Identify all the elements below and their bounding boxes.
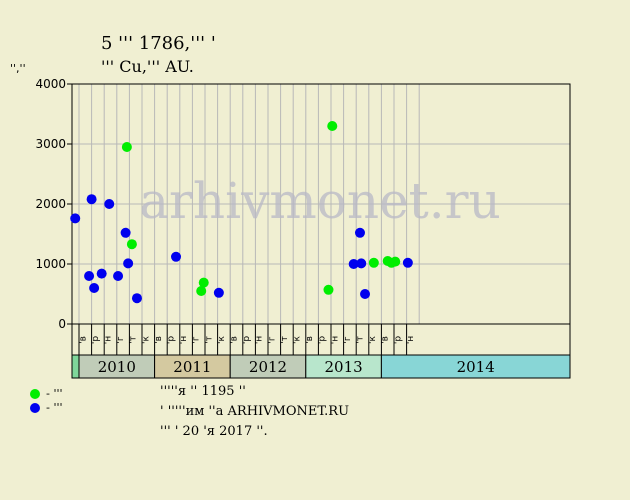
- y-tick-label: 3000: [35, 137, 66, 151]
- month-label: ꞌн: [104, 336, 114, 344]
- year-label: 2011: [173, 358, 211, 376]
- legend-blue: - ꞌꞌꞌ: [30, 401, 63, 414]
- month-label: ꞌт: [129, 336, 139, 344]
- year-band: [71, 354, 80, 379]
- month-label: ꞌт: [280, 336, 290, 344]
- blue-data-point: [171, 251, 182, 262]
- y-tick-label: 4000: [35, 77, 66, 91]
- note-line1: ꞌꞌꞌꞌꞌя ꞌꞌ 1195 ꞌꞌ: [160, 384, 246, 399]
- month-label: ꞌн: [179, 336, 189, 344]
- month-label: ꞌв: [381, 336, 391, 344]
- green-data-point: [327, 121, 338, 131]
- month-label: ꞌв: [230, 336, 240, 344]
- month-label: ꞌв: [78, 336, 88, 344]
- green-data-point: [198, 277, 209, 288]
- month-label: ꞌн: [406, 336, 416, 344]
- green-data-point: [390, 256, 401, 267]
- month-label: ꞌр: [167, 336, 177, 344]
- blue-data-point: [120, 227, 131, 238]
- green-dot-icon: [30, 388, 40, 399]
- green-data-point: [121, 142, 132, 152]
- blue-data-point: [131, 293, 142, 304]
- note-line3: ꞌꞌꞌ ꞌ 20 ꞌя 2017 ꞌꞌ.: [160, 424, 268, 439]
- month-label: ꞌв: [154, 336, 164, 344]
- blue-data-point: [84, 271, 95, 281]
- y-tick-label: 1000: [35, 257, 66, 271]
- blue-data-point: [89, 283, 100, 293]
- month-label: ꞌг: [192, 336, 202, 343]
- green-data-point: [126, 239, 137, 250]
- chart-title-line1: 5 ꞌꞌꞌ 1786,ꞌꞌꞌ ꞌ: [101, 33, 216, 54]
- month-label: ꞌг: [343, 336, 353, 343]
- green-data-point: [196, 286, 207, 296]
- month-label: ꞌт: [204, 336, 214, 344]
- month-label: ꞌр: [242, 336, 252, 344]
- month-label: ꞌр: [318, 336, 328, 344]
- blue-data-point: [402, 257, 413, 268]
- green-data-point: [368, 257, 379, 268]
- blue-data-point: [123, 258, 134, 269]
- year-band: [380, 354, 571, 379]
- blue-data-point: [104, 199, 115, 209]
- blue-data-point: [113, 271, 124, 281]
- month-label: ꞌн: [255, 336, 265, 344]
- month-label: ꞌк: [217, 335, 227, 343]
- blue-data-point: [213, 287, 224, 298]
- y-tick-label: 0: [58, 317, 66, 331]
- month-label: ꞌг: [267, 336, 277, 343]
- legend-blue-label: - ꞌꞌꞌ: [46, 401, 63, 414]
- year-label: 2013: [325, 358, 363, 376]
- month-label: ꞌк: [141, 335, 151, 343]
- chart-title-line2: ꞌꞌꞌ Cu,ꞌꞌꞌ AU.: [101, 57, 194, 76]
- year-label: 2010: [98, 358, 136, 376]
- y-tick-label: 2000: [35, 197, 66, 211]
- month-label: ꞌк: [368, 335, 378, 343]
- month-label: ꞌн: [330, 336, 340, 344]
- month-label: ꞌг: [116, 336, 126, 343]
- blue-data-point: [70, 213, 81, 224]
- blue-dot-icon: [30, 402, 40, 413]
- month-label: ꞌр: [393, 336, 403, 344]
- blue-data-point: [356, 258, 367, 269]
- month-label: ꞌт: [356, 336, 366, 344]
- year-label: 2014: [457, 358, 495, 376]
- blue-data-point: [360, 289, 371, 299]
- blue-data-point: [96, 268, 107, 279]
- legend-green: - ꞌꞌꞌ: [30, 387, 63, 400]
- blue-data-point: [354, 227, 365, 238]
- month-label: ꞌр: [91, 336, 101, 344]
- note-line2: ꞌ ꞌꞌꞌꞌꞌим ꞌꞌа ARHIVMONET.RU: [160, 404, 350, 419]
- year-label: 2012: [249, 358, 287, 376]
- blue-data-point: [348, 259, 359, 269]
- month-label: ꞌк: [293, 335, 303, 343]
- month-label: ꞌв: [305, 336, 315, 344]
- legend-green-label: - ꞌꞌꞌ: [46, 387, 63, 400]
- y-axis-unit-label: ꞌꞌ,ꞌꞌ: [10, 62, 26, 75]
- watermark-text: arhivmonet.ru: [139, 172, 501, 230]
- blue-data-point: [86, 194, 97, 205]
- green-data-point: [323, 284, 334, 295]
